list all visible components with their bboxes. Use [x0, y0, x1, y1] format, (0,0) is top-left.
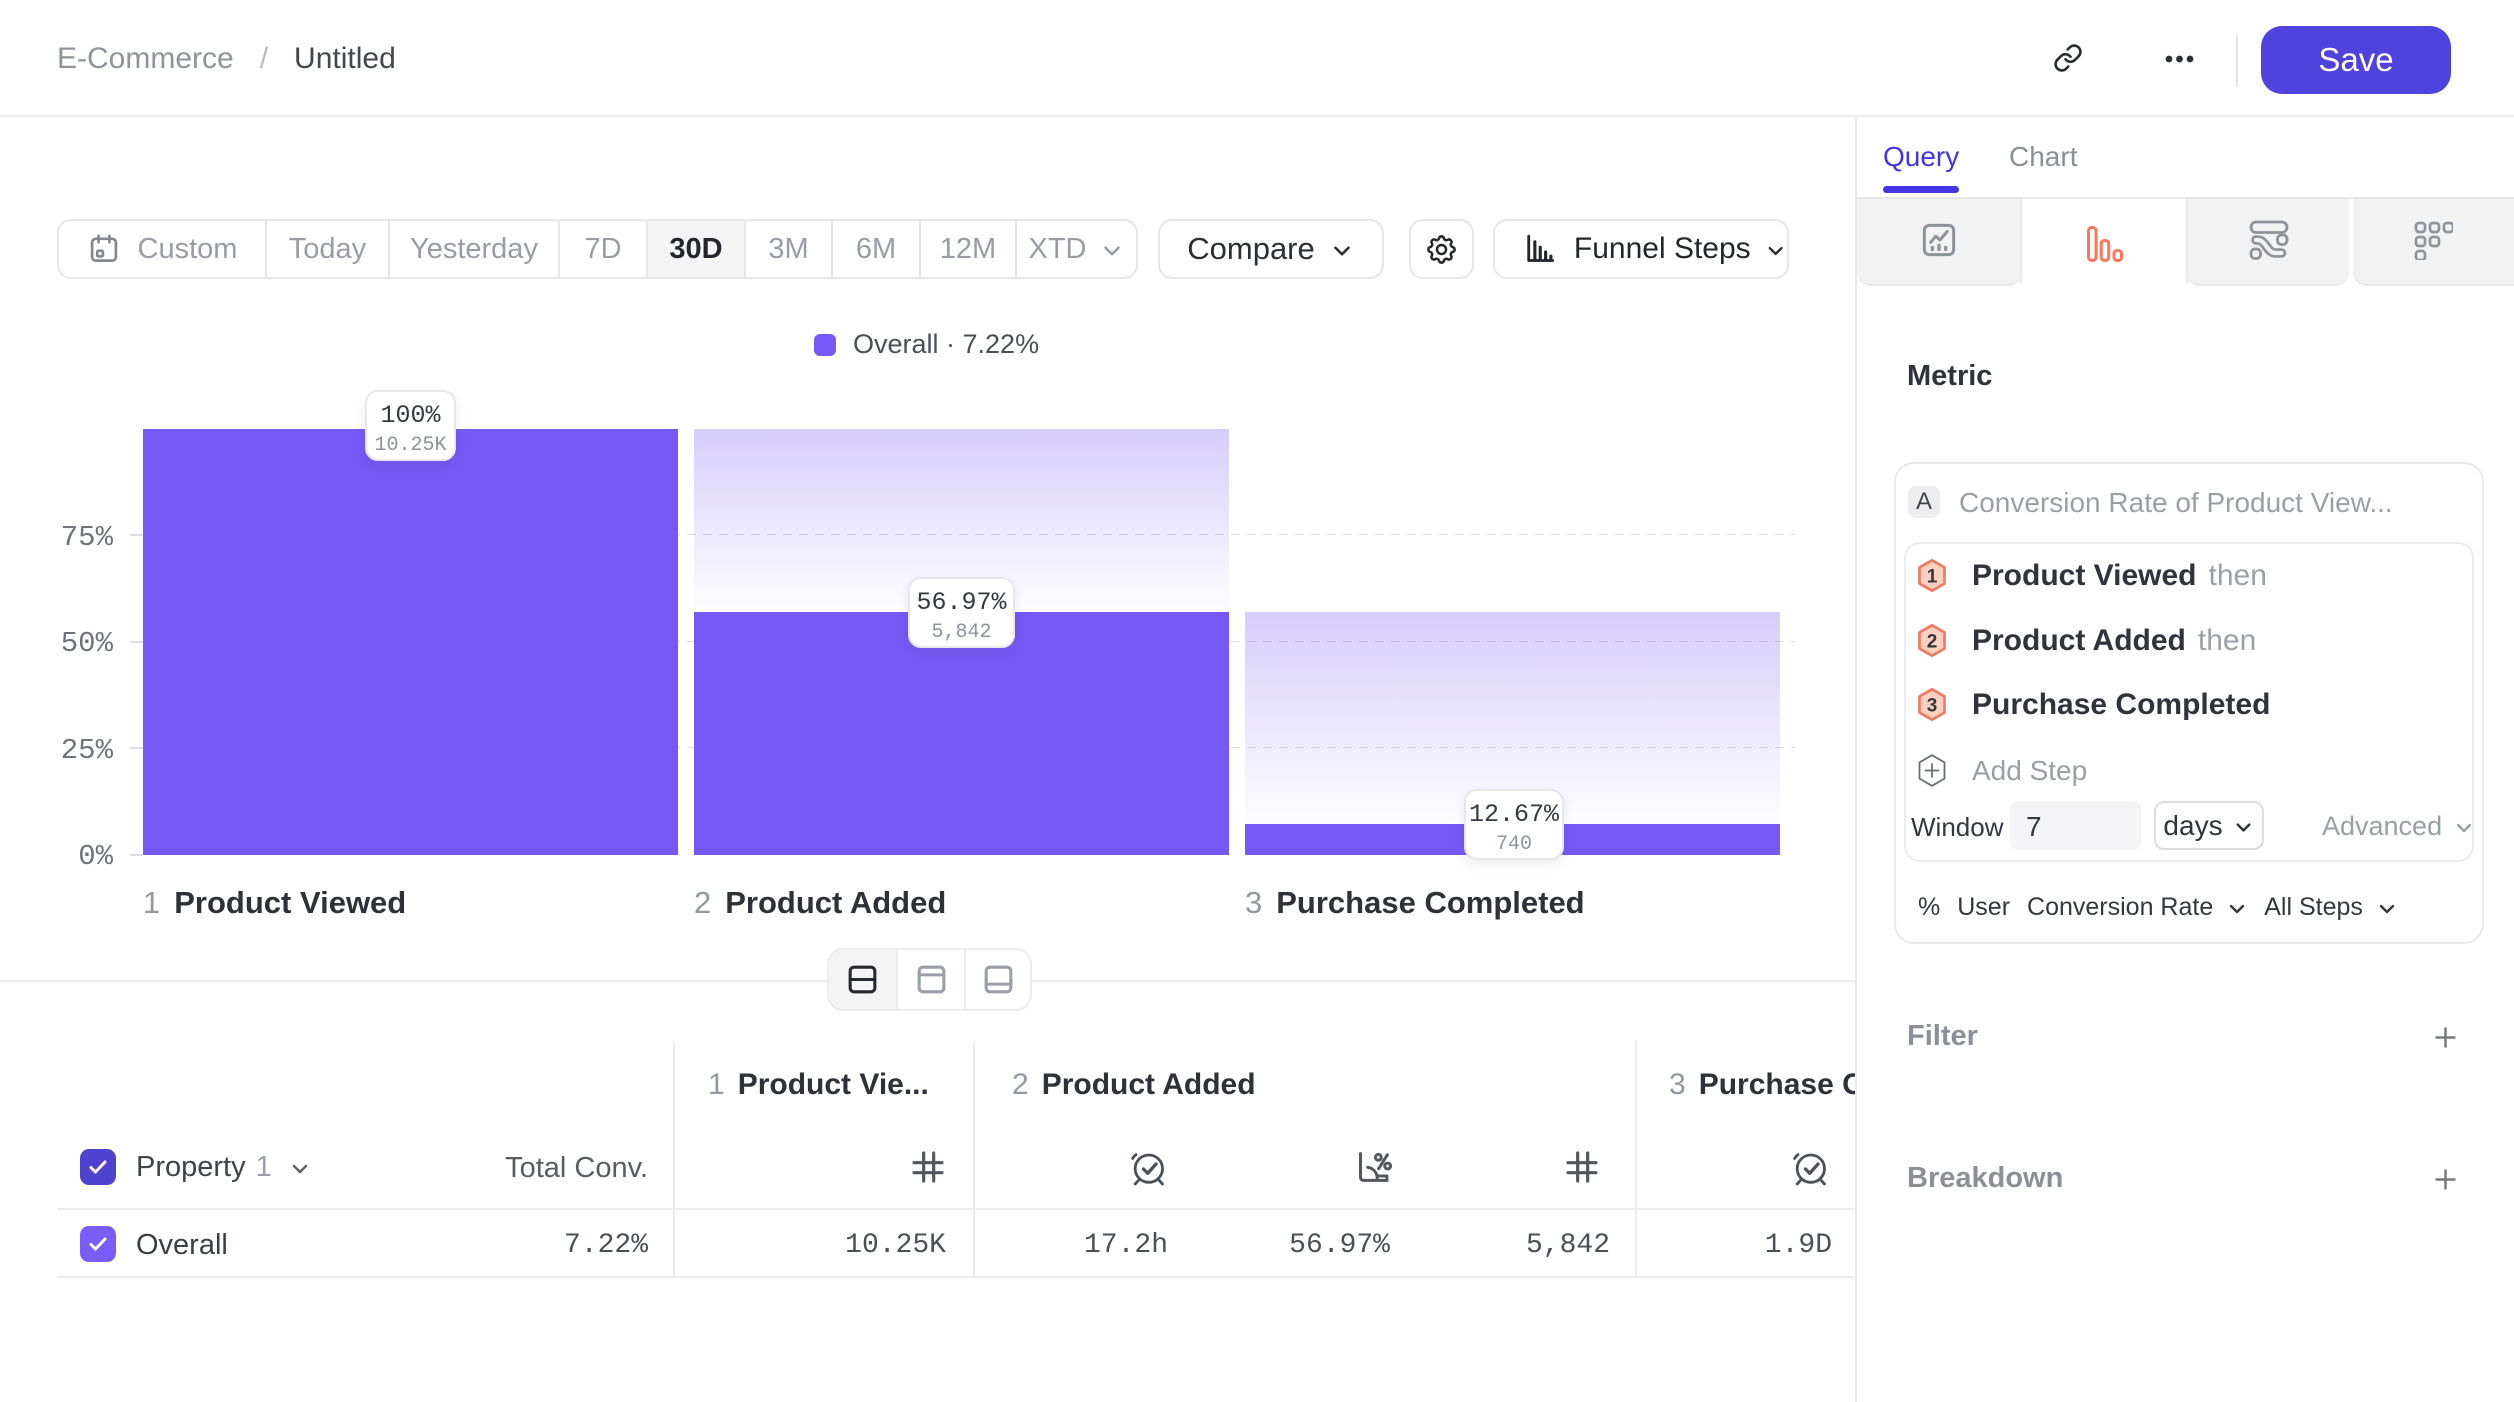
- svg-text:2: 2: [1927, 632, 1938, 653]
- svg-text:3: 3: [1927, 696, 1938, 717]
- svg-text:1: 1: [1927, 567, 1938, 588]
